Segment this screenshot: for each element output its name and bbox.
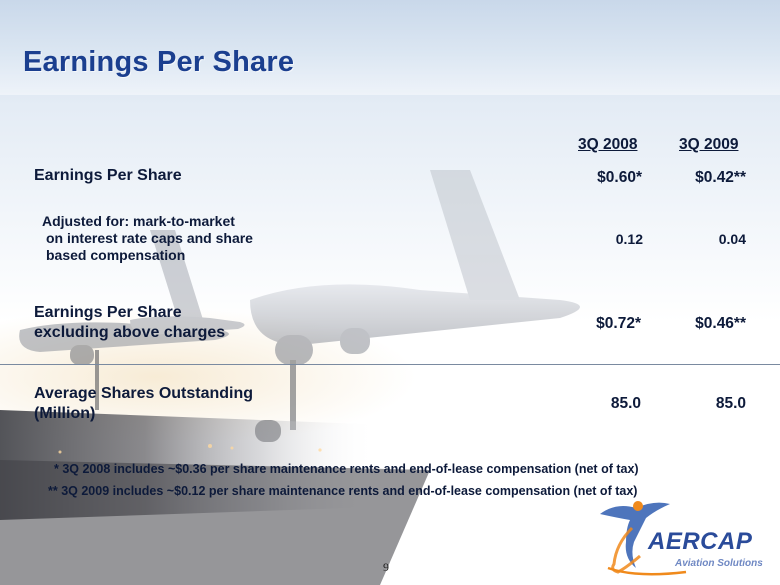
aercap-tagline: Aviation Solutions [675, 558, 763, 569]
row-label-line: on interest rate caps and share [46, 230, 253, 246]
row-value-eps-excluding-2008: $0.72* [596, 315, 641, 332]
page-number: 9 [383, 560, 389, 574]
footnote-3q-2009: ** 3Q 2009 includes ~$0.12 per share mai… [48, 484, 638, 498]
row-label-average-shares: Average Shares Outstanding (Million) [34, 384, 253, 424]
row-label-line: Earnings Per Share [34, 167, 182, 184]
row-value-adjusted-2008: 0.12 [615, 231, 643, 247]
row-value-eps-2008: $0.60* [597, 169, 642, 186]
row-label-eps-excluding: Earnings Per Share excluding above charg… [34, 303, 225, 343]
column-header-3q-2009: 3Q 2009 [679, 136, 739, 153]
row-label-line: Average Shares Outstanding [34, 385, 254, 402]
aercap-wordmark: AERCAP [648, 528, 753, 555]
header-band [0, 0, 780, 95]
page-title: Earnings Per Share [23, 46, 295, 78]
row-value-average-shares-2009: 85.0 [715, 395, 746, 412]
footnote-3q-2008: * 3Q 2008 includes ~$0.36 per share main… [54, 462, 639, 476]
aercap-figure-icon [600, 501, 687, 576]
row-label-line: (Million) [34, 405, 96, 422]
row-value-eps-excluding-2009: $0.46** [695, 315, 746, 332]
row-value-eps-2009: $0.42** [695, 169, 746, 186]
row-label-line: excluding above charges [34, 324, 226, 341]
row-label-line: Adjusted for: mark-to-market [42, 213, 235, 229]
table-divider [0, 364, 780, 365]
column-header-3q-2008: 3Q 2008 [578, 136, 638, 153]
row-value-average-shares-2008: 85.0 [610, 395, 641, 412]
row-value-adjusted-2009: 0.04 [718, 231, 746, 247]
aercap-logo: AERCAP Aviation Solutions [596, 498, 766, 578]
row-label-eps: Earnings Per Share [34, 166, 182, 186]
row-label-line: Earnings Per Share [34, 304, 182, 321]
row-label-adjusted: Adjusted for: mark-to-market on interest… [42, 213, 253, 264]
row-label-line: based compensation [46, 247, 186, 263]
